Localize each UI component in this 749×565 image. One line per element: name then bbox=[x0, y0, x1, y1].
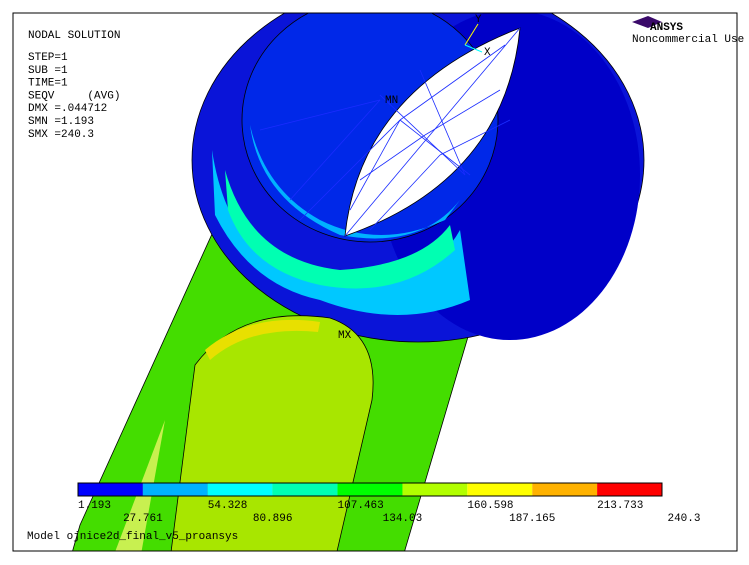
triad-x: X bbox=[484, 47, 491, 59]
legend-label: 187.165 bbox=[509, 513, 555, 525]
mesh bbox=[259, 27, 521, 237]
triad: Y X bbox=[464, 14, 491, 59]
legend-band bbox=[78, 483, 143, 496]
legend-label: 1.193 bbox=[78, 500, 111, 512]
info-line: SEQV (AVG) bbox=[28, 90, 120, 102]
info-line: NODAL SOLUTION bbox=[28, 30, 120, 42]
info-line: DMX =.044712 bbox=[28, 103, 107, 115]
max-marker: MX bbox=[338, 330, 352, 342]
legend-label: 107.463 bbox=[338, 500, 384, 512]
legend-label: 54.328 bbox=[208, 500, 248, 512]
legend-band bbox=[532, 483, 598, 496]
hole-band bbox=[250, 125, 460, 239]
min-marker: MN bbox=[385, 95, 398, 107]
legend-band bbox=[402, 483, 468, 496]
max-region bbox=[205, 319, 320, 360]
legend-band bbox=[597, 483, 662, 496]
legend-label: 27.761 bbox=[123, 513, 163, 525]
logo-note: Noncommercial Use Only bbox=[632, 34, 749, 46]
legend-border bbox=[77, 482, 663, 497]
legend-label: 160.598 bbox=[467, 500, 513, 512]
info-line: SMN =1.193 bbox=[28, 116, 94, 128]
frame bbox=[12, 12, 738, 552]
legend-band bbox=[272, 483, 338, 496]
rod-edge bbox=[115, 420, 165, 551]
neck-band bbox=[212, 150, 470, 315]
triad-y: Y bbox=[475, 14, 482, 26]
logo: ANSYS Noncommercial Use Only bbox=[632, 16, 749, 46]
info-line: SUB =1 bbox=[28, 65, 68, 77]
legend-label: 240.3 bbox=[667, 513, 700, 525]
legend-band bbox=[467, 483, 533, 496]
info-line: STEP=1 bbox=[28, 52, 68, 64]
legend-label: 213.733 bbox=[597, 500, 643, 512]
info-line: TIME=1 bbox=[28, 78, 68, 90]
legend-band bbox=[337, 483, 403, 496]
model-name: Model ojnice2d_final_v5_proansys bbox=[27, 531, 238, 543]
legend-label: 80.896 bbox=[253, 513, 293, 525]
legend-label: 134.03 bbox=[383, 513, 423, 525]
neck-band-2 bbox=[225, 170, 455, 289]
legend-band bbox=[207, 483, 273, 496]
info-line: SMX =240.3 bbox=[28, 129, 94, 141]
logo-brand: ANSYS bbox=[650, 22, 683, 34]
legend-band bbox=[142, 483, 208, 496]
